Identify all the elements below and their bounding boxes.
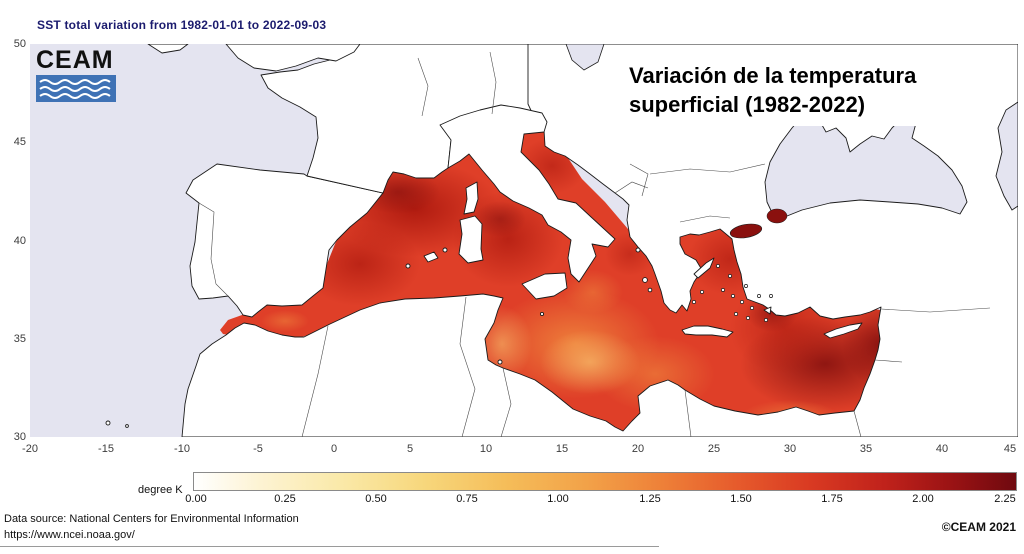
colorbar-tick: 0.25 bbox=[274, 493, 296, 505]
island-mallorca bbox=[423, 251, 439, 263]
x-tick: -20 bbox=[22, 443, 38, 455]
island-djerba bbox=[497, 359, 503, 365]
island-sardinia bbox=[458, 215, 484, 264]
baltic-sea bbox=[565, 43, 605, 71]
island-sicily bbox=[521, 272, 568, 300]
ceam-waves-icon bbox=[36, 75, 116, 102]
ceam-logo-text: CEAM bbox=[36, 46, 114, 74]
colorbar-tick: 1.50 bbox=[730, 493, 752, 505]
x-tick: -10 bbox=[174, 443, 190, 455]
overlay-title-line1: Variación de la temperatura bbox=[629, 63, 917, 88]
x-tick: 10 bbox=[479, 443, 493, 455]
x-tick: 15 bbox=[555, 443, 569, 455]
colorbar-tick: 2.25 bbox=[994, 493, 1016, 505]
x-tick: 35 bbox=[859, 443, 873, 455]
x-tick: 25 bbox=[707, 443, 721, 455]
ceam-logo: CEAM bbox=[36, 48, 116, 102]
island-corfu bbox=[635, 247, 641, 253]
figure-header-title: SST total variation from 1982-01-01 to 2… bbox=[37, 18, 327, 32]
marmara-bosphorus-hotspots bbox=[729, 208, 788, 239]
data-source-url[interactable]: https://www.ncei.noaa.gov/ bbox=[4, 529, 135, 541]
island-cyprus bbox=[823, 322, 863, 339]
y-tick: 40 bbox=[13, 235, 26, 247]
colorbar-tick: 0.75 bbox=[456, 493, 478, 505]
x-tick: 45 bbox=[1003, 443, 1017, 455]
island-ibiza bbox=[405, 263, 411, 269]
y-tick: 50 bbox=[13, 38, 26, 50]
island-crete bbox=[681, 325, 734, 338]
land-england bbox=[225, 43, 361, 72]
colorbar-tick: 0.50 bbox=[365, 493, 387, 505]
overlay-title-box: Variación de la temperatura superficial … bbox=[619, 57, 967, 127]
x-tick: 0 bbox=[330, 443, 338, 455]
island-rhodes bbox=[763, 306, 772, 315]
land-ireland bbox=[147, 43, 189, 54]
x-tick: -15 bbox=[98, 443, 114, 455]
x-tick: 5 bbox=[406, 443, 414, 455]
x-tick: 40 bbox=[935, 443, 949, 455]
y-tick: 30 bbox=[13, 431, 26, 443]
colorbar-tick: 0.00 bbox=[185, 493, 207, 505]
island-madeira-2 bbox=[125, 424, 129, 428]
island-malta bbox=[539, 311, 545, 317]
caspian-sea bbox=[995, 101, 1019, 211]
island-madeira bbox=[105, 420, 111, 426]
x-tick: 30 bbox=[783, 443, 797, 455]
country-borders bbox=[198, 51, 991, 438]
x-tick: 20 bbox=[631, 443, 645, 455]
colorbar-tick: 1.00 bbox=[547, 493, 569, 505]
island-zakynthos bbox=[647, 287, 653, 293]
data-source-line: Data source: National Centers for Enviro… bbox=[4, 513, 299, 525]
colorbar bbox=[193, 472, 1017, 491]
island-euboea bbox=[693, 257, 715, 279]
island-kefalonia bbox=[642, 277, 648, 283]
island-menorca bbox=[442, 247, 448, 253]
copyright: ©CEAM 2021 bbox=[941, 520, 1016, 534]
island-corsica bbox=[463, 181, 479, 215]
colorbar-tick: 1.25 bbox=[639, 493, 661, 505]
colorbar-unit-label: degree K bbox=[138, 484, 183, 496]
y-tick: 45 bbox=[13, 136, 26, 148]
x-tick: -5 bbox=[253, 443, 263, 455]
land-italy bbox=[439, 104, 616, 283]
footer-divider bbox=[0, 546, 659, 547]
y-tick: 35 bbox=[13, 333, 26, 345]
colorbar-tick: 2.00 bbox=[912, 493, 934, 505]
colorbar-tick: 1.75 bbox=[821, 493, 843, 505]
overlay-title-line2: superficial (1982-2022) bbox=[629, 91, 866, 117]
aegean-islands bbox=[692, 264, 773, 322]
